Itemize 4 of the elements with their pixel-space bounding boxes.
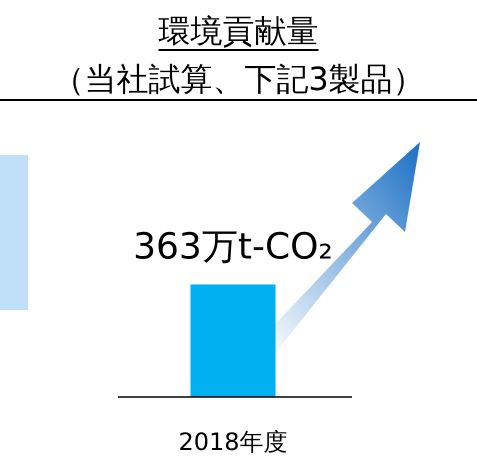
chart-subtitle: （当社試算、下記3製品）	[52, 60, 425, 98]
data-label: 363万t-CO₂	[133, 226, 333, 268]
chart-title: 環境貢献量	[158, 12, 318, 50]
x-tick-label: 2018年度	[178, 428, 288, 456]
